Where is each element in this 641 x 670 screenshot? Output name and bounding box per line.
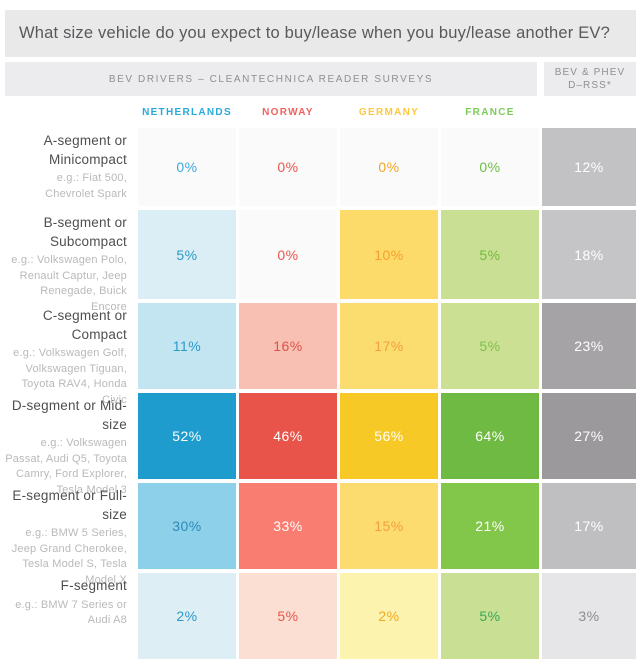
column-group-bev-drivers: BEV DRIVERS – CLEANTECHNICA READER SURVE… <box>5 62 537 96</box>
cell-e-germany: 15% <box>340 483 438 569</box>
segment-name: D-segment or Mid-size <box>11 398 127 432</box>
cell-e-norway: 33% <box>239 483 337 569</box>
cell-f-norway: 5% <box>239 573 337 659</box>
cell-a-france: 0% <box>441 128 539 206</box>
cell-a-netherlands: 0% <box>138 128 236 206</box>
segment-name: F-segment <box>60 578 127 593</box>
cell-d-germany: 56% <box>340 393 438 479</box>
cell-e-france: 21% <box>441 483 539 569</box>
column-header-france: FRANCE <box>465 106 515 118</box>
segment-examples: e.g.: BMW 5 Series, Jeep Grand Cherokee,… <box>11 527 127 587</box>
country-header-spacer <box>5 100 135 124</box>
cell-b-germany: 10% <box>340 210 438 299</box>
segment-examples: e.g.: Volkswagen Passat, Audi Q5, Toyota… <box>5 437 127 497</box>
bev-phev-line2: D–RSS* <box>568 80 612 91</box>
segment-examples: e.g.: Volkswagen Golf, Volkswagen Tiguan… <box>13 347 127 407</box>
bev-phev-line1: BEV & PHEV <box>554 67 626 78</box>
cell-e-bev-phev: 17% <box>542 483 636 569</box>
row-label-d-segment: D-segment or Mid-size e.g.: Volkswagen P… <box>5 393 135 496</box>
cell-e-netherlands: 30% <box>138 483 236 569</box>
segment-name: A-segment or Minicompact <box>43 133 127 167</box>
cell-c-netherlands: 11% <box>138 303 236 389</box>
cell-a-bev-phev: 12% <box>542 128 636 206</box>
row-label-a-segment: A-segment or Minicompact e.g.: Fiat 500,… <box>5 128 135 206</box>
column-header-norway: NORWAY <box>262 106 314 118</box>
cell-b-netherlands: 5% <box>138 210 236 299</box>
cell-c-france: 5% <box>441 303 539 389</box>
segment-name: C-segment or Compact <box>42 308 127 342</box>
segment-examples: e.g.: Volkswagen Polo, Renault Captur, J… <box>11 254 127 314</box>
cell-f-netherlands: 2% <box>138 573 236 659</box>
cell-a-germany: 0% <box>340 128 438 206</box>
heatmap-grid: NETHERLANDS NORWAY GERMANY FRANCE A-segm… <box>5 100 636 659</box>
page-title: What size vehicle do you expect to buy/l… <box>5 10 636 57</box>
column-group-bev-phev: BEV & PHEV D–RSS* <box>544 62 636 96</box>
row-label-e-segment: E-segment or Full-size e.g.: BMW 5 Serie… <box>5 483 135 586</box>
country-header-spacer-right <box>542 100 636 124</box>
column-header-netherlands: NETHERLANDS <box>142 106 232 118</box>
cell-f-france: 5% <box>441 573 539 659</box>
segment-name: B-segment or Subcompact <box>43 215 127 249</box>
row-label-c-segment: C-segment or Compact e.g.: Volkswagen Go… <box>5 303 135 406</box>
cell-d-netherlands: 52% <box>138 393 236 479</box>
cell-c-norway: 16% <box>239 303 337 389</box>
segment-examples: e.g.: Fiat 500, Chevrolet Spark <box>45 172 127 200</box>
row-label-f-segment: F-segment e.g.: BMW 7 Series or Audi A8 <box>5 573 135 659</box>
cell-f-germany: 2% <box>340 573 438 659</box>
cell-b-bev-phev: 18% <box>542 210 636 299</box>
cell-d-norway: 46% <box>239 393 337 479</box>
cell-c-germany: 17% <box>340 303 438 389</box>
cell-c-bev-phev: 23% <box>542 303 636 389</box>
cell-b-france: 5% <box>441 210 539 299</box>
cell-b-norway: 0% <box>239 210 337 299</box>
cell-d-france: 64% <box>441 393 539 479</box>
row-label-b-segment: B-segment or Subcompact e.g.: Volkswagen… <box>5 210 135 313</box>
cell-f-bev-phev: 3% <box>542 573 636 659</box>
cell-d-bev-phev: 27% <box>542 393 636 479</box>
segment-name: E-segment or Full-size <box>12 488 127 522</box>
column-group-header: BEV DRIVERS – CLEANTECHNICA READER SURVE… <box>5 62 636 96</box>
cell-a-norway: 0% <box>239 128 337 206</box>
segment-examples: e.g.: BMW 7 Series or Audi A8 <box>15 598 127 627</box>
column-header-germany: GERMANY <box>358 106 420 118</box>
